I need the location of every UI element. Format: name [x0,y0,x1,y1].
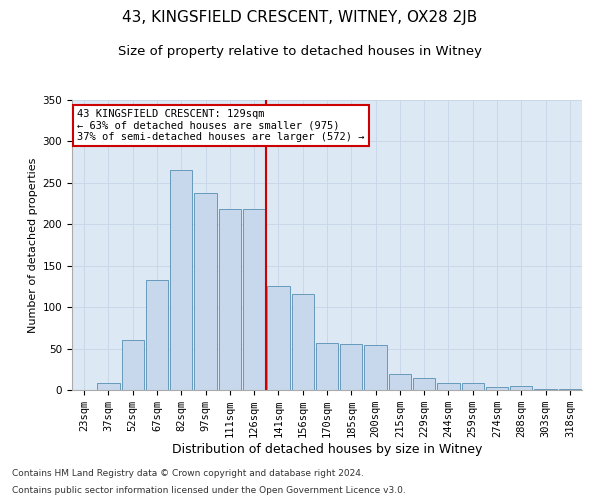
X-axis label: Distribution of detached houses by size in Witney: Distribution of detached houses by size … [172,443,482,456]
Bar [316,343,338,390]
Bar [146,280,168,390]
Text: Size of property relative to detached houses in Witney: Size of property relative to detached ho… [118,45,482,58]
Bar [389,374,411,390]
Y-axis label: Number of detached properties: Number of detached properties [28,158,38,332]
Text: 43 KINGSFIELD CRESCENT: 129sqm
← 63% of detached houses are smaller (975)
37% of: 43 KINGSFIELD CRESCENT: 129sqm ← 63% of … [77,108,365,142]
Bar [122,340,144,390]
Bar [510,386,532,390]
Bar [170,170,193,390]
Bar [486,386,508,390]
Bar [292,294,314,390]
Bar [413,378,436,390]
Bar [340,344,362,390]
Text: Contains HM Land Registry data © Crown copyright and database right 2024.: Contains HM Land Registry data © Crown c… [12,468,364,477]
Bar [194,193,217,390]
Bar [364,346,387,390]
Bar [267,286,290,390]
Bar [243,208,265,390]
Bar [437,384,460,390]
Text: 43, KINGSFIELD CRESCENT, WITNEY, OX28 2JB: 43, KINGSFIELD CRESCENT, WITNEY, OX28 2J… [122,10,478,25]
Bar [461,384,484,390]
Bar [535,389,557,390]
Bar [559,389,581,390]
Bar [218,208,241,390]
Bar [97,384,119,390]
Text: Contains public sector information licensed under the Open Government Licence v3: Contains public sector information licen… [12,486,406,495]
